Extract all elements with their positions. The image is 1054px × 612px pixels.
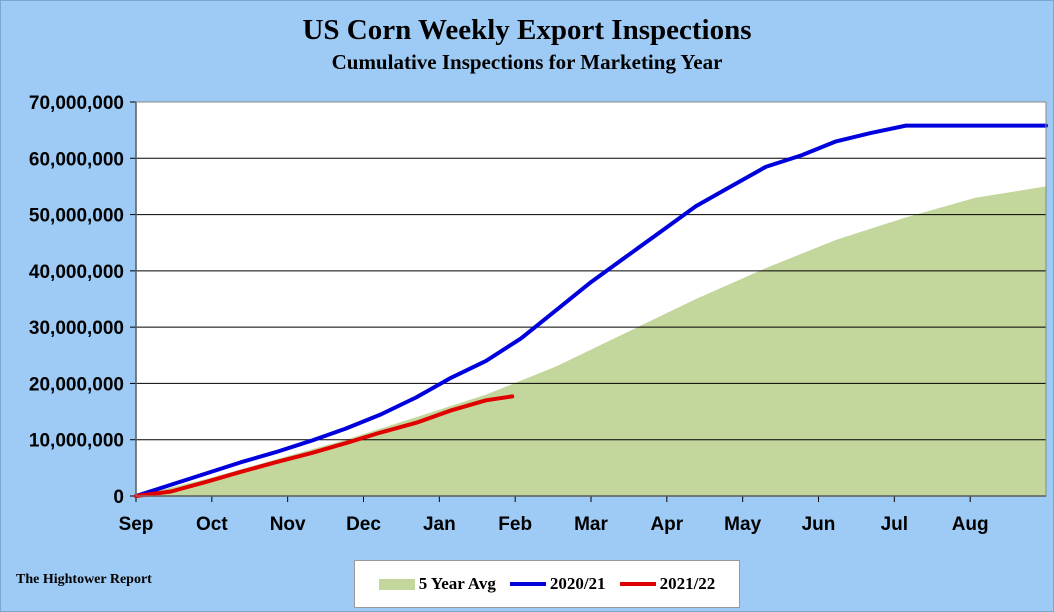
x-tick-label: Dec [346,514,381,535]
y-tick-label: 20,000,000 [29,374,124,395]
series-line-2020-21 [134,123,1048,498]
chart-title: US Corn Weekly Export Inspections [302,14,752,46]
plot-border [135,101,1047,497]
x-tick-label: Jan [423,514,456,535]
x-tick-label: Oct [196,514,228,535]
y-tick-label: 40,000,000 [29,262,124,283]
legend-item-2020-21: 2020/21 [509,574,606,594]
legend-item-2021-22: 2021/22 [619,574,716,594]
legend-swatch-5yr [378,578,415,590]
x-tick-label: May [724,514,761,535]
y-tick-label: 50,000,000 [29,206,124,227]
legend-item-5yr: 5 Year Avg [378,574,496,594]
chart-legend: 5 Year Avg 2020/21 2021/22 [354,560,740,608]
x-tick-label: Nov [270,514,306,535]
y-tick-label: 0 [113,487,124,508]
y-tick-label: 60,000,000 [29,149,124,170]
x-tick-label: Sep [119,514,154,535]
source-label: The Hightower Report [16,572,152,587]
x-tick-label: Mar [574,514,608,535]
x-tick-label: Apr [650,514,683,535]
chart-subtitle: Cumulative Inspections for Marketing Yea… [331,50,723,74]
x-tick-label: Jun [802,514,836,535]
x-tick-label: Jul [881,514,908,535]
series-area-5yr-avg [136,186,1046,496]
legend-label-5yr: 5 Year Avg [418,574,496,593]
y-tick-label: 30,000,000 [29,318,124,339]
x-tick-label: Aug [952,514,989,535]
legend-label-2020-21: 2020/21 [549,574,606,593]
legend-swatch-2020-21 [509,582,546,586]
y-tick-label: 70,000,000 [29,93,124,114]
y-tick-label: 10,000,000 [29,431,124,452]
legend-label-2021-22: 2021/22 [659,574,716,593]
x-tick-label: Feb [498,514,532,535]
series-line-2021-22 [134,394,515,498]
legend-swatch-2021-22 [619,582,656,586]
